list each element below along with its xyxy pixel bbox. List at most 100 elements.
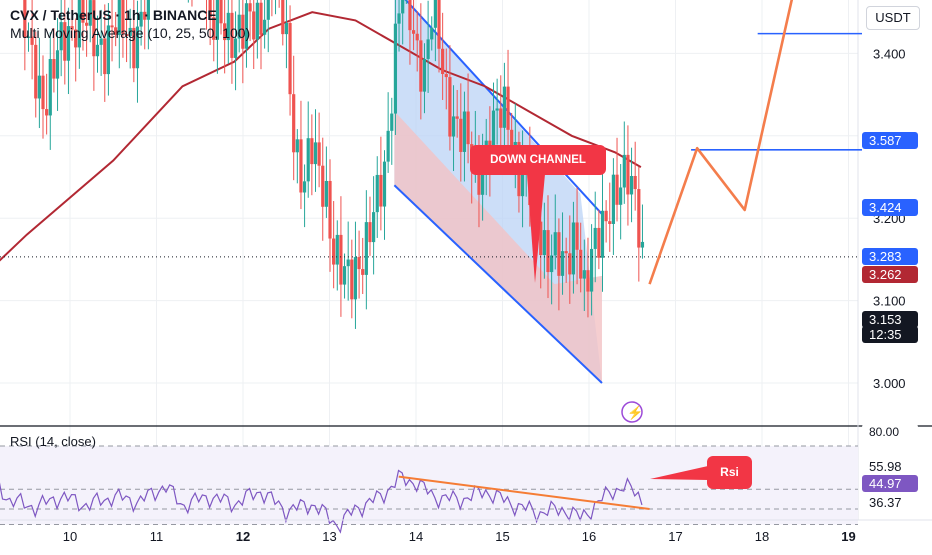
rsi-trendline xyxy=(398,475,650,510)
candle-body xyxy=(386,130,390,162)
candle-body xyxy=(146,0,150,20)
candle-body xyxy=(571,222,576,275)
candle-body xyxy=(259,2,263,35)
indicator-legend[interactable]: Multi Moving Average (10, 25, 50, 100) xyxy=(10,25,251,41)
candle-body xyxy=(37,75,41,99)
candle-body xyxy=(132,27,136,69)
candle-body xyxy=(215,0,219,40)
candle-body xyxy=(41,75,45,110)
candle-body xyxy=(495,108,499,111)
candle-body xyxy=(124,34,129,37)
candle-body xyxy=(629,175,634,195)
candle-body xyxy=(350,259,354,300)
candle-body xyxy=(422,58,427,92)
candle-body xyxy=(364,222,368,275)
candle-body xyxy=(135,26,140,69)
y-tick-label: 3.400 xyxy=(873,46,906,61)
candle-body xyxy=(589,248,594,292)
candle-body xyxy=(284,22,289,35)
price-tag-3587: 3.587 xyxy=(862,132,918,149)
rsi-tag-5598: 55.98 xyxy=(862,458,918,475)
candle-body xyxy=(375,174,379,213)
candle-body xyxy=(310,138,314,165)
candle-body xyxy=(481,171,485,195)
candle-body xyxy=(415,33,419,41)
candle-body xyxy=(59,22,63,51)
candle-body xyxy=(139,11,143,27)
candle-body xyxy=(357,257,361,270)
candle-body xyxy=(619,187,623,205)
currency-button[interactable]: USDT xyxy=(866,6,920,30)
x-tick-label: 17 xyxy=(668,529,682,544)
candle-body xyxy=(230,12,234,58)
candle-body xyxy=(208,0,212,18)
candle-body xyxy=(553,232,557,256)
candle-body xyxy=(397,13,401,24)
x-tick-label: 12 xyxy=(236,529,250,544)
candle-body xyxy=(637,189,641,248)
candle-body xyxy=(382,161,387,207)
candle-body xyxy=(575,222,579,250)
x-tick-label: 10 xyxy=(63,529,77,544)
candle-body xyxy=(586,270,590,292)
candle-body xyxy=(390,113,394,131)
candle-body xyxy=(26,36,31,38)
candle-body xyxy=(441,48,445,75)
candle-body xyxy=(368,222,372,243)
candle-body xyxy=(332,238,336,265)
candle-body xyxy=(106,25,111,75)
price-tag-3283: 3.283 xyxy=(862,248,918,265)
candle-body xyxy=(114,27,118,35)
candle-body xyxy=(335,234,339,265)
candle-body xyxy=(568,253,572,275)
candle-body xyxy=(81,0,85,23)
candle-body xyxy=(95,44,100,57)
candle-body xyxy=(295,139,299,153)
candle-body xyxy=(459,118,463,152)
rsi-tag-4497: 44.97 xyxy=(862,475,918,492)
candle-body xyxy=(55,50,60,79)
candle-body xyxy=(255,2,259,40)
candle-body xyxy=(85,22,89,26)
candle-body xyxy=(361,269,365,275)
candle-body xyxy=(34,44,38,99)
x-tick-label: 13 xyxy=(322,529,336,544)
x-tick-label: 16 xyxy=(582,529,596,544)
bar-countdown: 12:35 xyxy=(862,326,918,343)
candle-body xyxy=(510,129,514,154)
candle-body xyxy=(248,3,252,12)
channel-lower-fill xyxy=(394,111,602,383)
candle-body xyxy=(292,94,296,153)
down-channel-callout: DOWN CHANNEL xyxy=(470,145,606,175)
candle-body xyxy=(103,38,107,75)
candle-body xyxy=(611,174,615,224)
candle-body xyxy=(393,23,398,114)
candle-body xyxy=(328,180,332,239)
candle-body xyxy=(324,180,328,207)
candle-body xyxy=(30,36,34,45)
candle-body xyxy=(45,109,49,116)
candle-body xyxy=(491,110,496,164)
candle-body xyxy=(506,86,510,130)
candle-body xyxy=(121,0,125,35)
candle-body xyxy=(74,29,78,48)
candle-body xyxy=(466,111,470,145)
price-tag-3424: 3.424 xyxy=(862,199,918,216)
candle-body xyxy=(241,14,245,49)
candle-body xyxy=(353,257,358,300)
candle-body xyxy=(92,0,96,57)
rsi-callout-pointer xyxy=(650,466,708,480)
candle-body xyxy=(579,249,583,279)
candle-body xyxy=(63,22,67,61)
projection-line xyxy=(648,0,794,285)
candle-body xyxy=(66,26,71,61)
rsi-legend[interactable]: RSI (14, close) xyxy=(10,434,96,449)
candle-body xyxy=(372,212,376,243)
candle-body xyxy=(539,221,543,256)
rsi-callout: Rsi xyxy=(707,456,752,489)
symbol-title: CVX / TetherUS · 1h · BINANCE xyxy=(10,7,217,23)
candle-body xyxy=(317,142,321,166)
candle-body xyxy=(23,0,27,38)
